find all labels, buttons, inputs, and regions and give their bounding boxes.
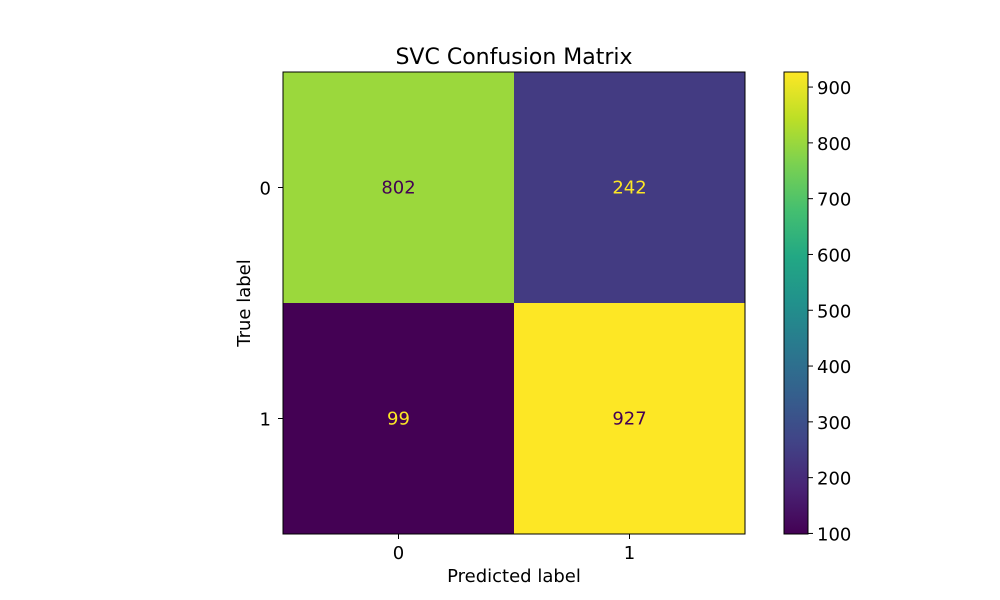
colorbar-ticks: 100 200 300 400 500 600 700 800 900 [808, 78, 851, 545]
x-tick-label: 1 [624, 543, 635, 564]
x-axis-label: Predicted label [447, 566, 581, 587]
heatmap-cell-labels: 802 242 99 927 [381, 178, 646, 430]
y-tick-label: 0 [260, 179, 271, 200]
colorbar [783, 71, 809, 535]
colorbar-tick-label: 100 [817, 524, 851, 545]
plot-frame [282, 71, 746, 535]
colorbar-tick-label: 300 [817, 413, 851, 434]
colorbar-tick-label: 400 [817, 357, 851, 378]
colorbar-tick-label: 900 [817, 78, 851, 99]
y-axis-label: True label [234, 259, 255, 348]
heatmap-cells [283, 72, 745, 534]
colorbar-tick-label: 800 [817, 134, 851, 155]
heatmap-cell [514, 303, 745, 534]
cell-value-label: 242 [612, 178, 646, 199]
x-tick-label: 0 [393, 543, 404, 564]
colorbar-tick-label: 200 [817, 469, 851, 490]
colorbar-tick-label: 500 [817, 301, 851, 322]
y-axis-ticks: 01 [260, 179, 283, 431]
y-tick-label: 1 [260, 410, 271, 431]
cell-value-label: 802 [381, 178, 415, 199]
heatmap-cell [283, 303, 514, 534]
heatmap-cell [514, 72, 745, 303]
cell-value-label: 99 [387, 409, 410, 430]
heatmap-cell [283, 72, 514, 303]
colorbar-tick-label: 700 [817, 190, 851, 211]
chart-title: SVC Confusion Matrix [395, 45, 632, 70]
cell-value-label: 927 [612, 409, 646, 430]
colorbar-tick-label: 600 [817, 245, 851, 266]
